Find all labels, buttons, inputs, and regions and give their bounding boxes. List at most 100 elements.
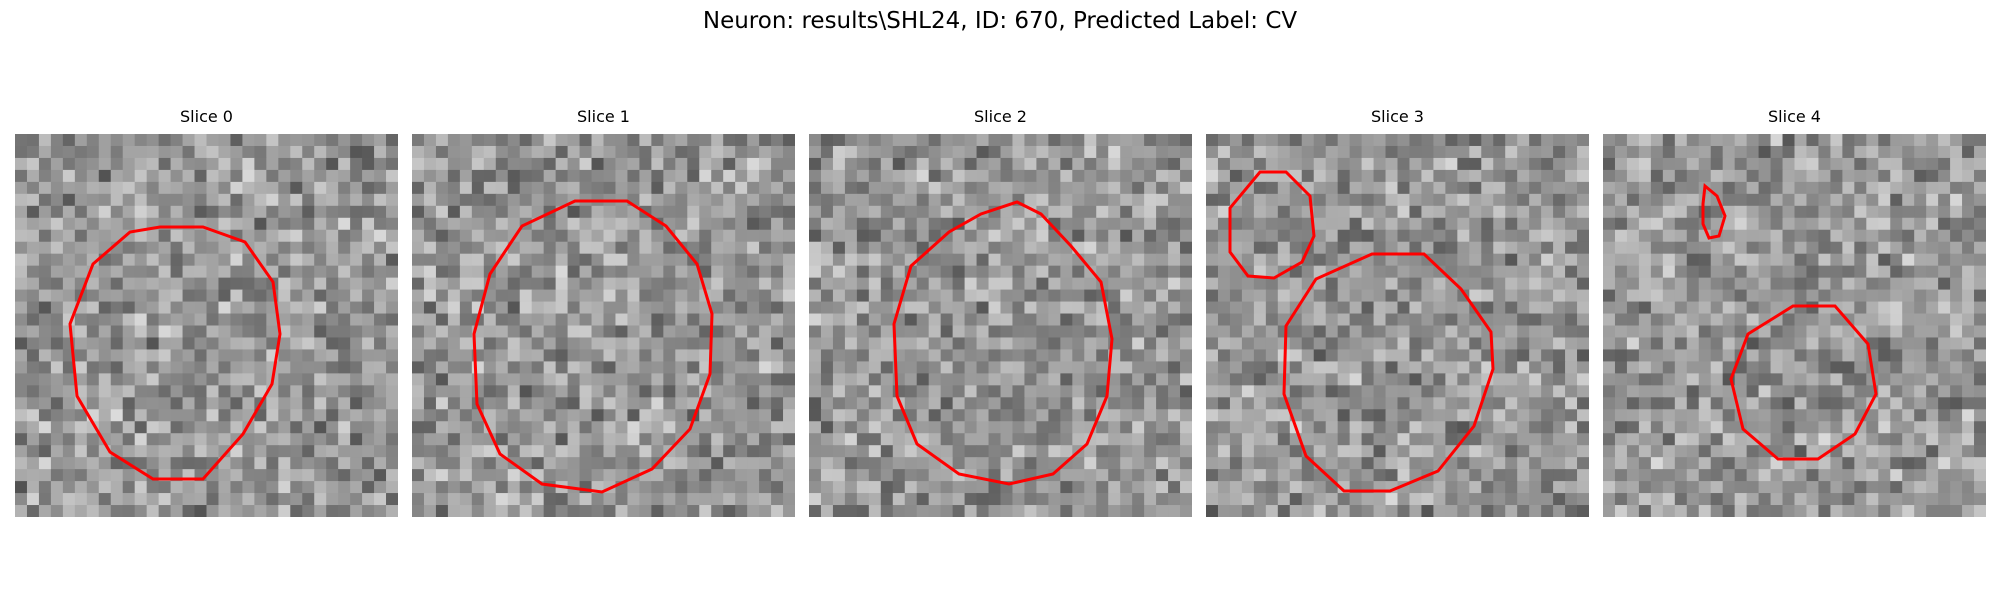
pixel	[1012, 325, 1026, 339]
pixel	[940, 397, 954, 410]
pixel	[1108, 134, 1121, 147]
pixel	[1132, 421, 1145, 434]
pixel	[1950, 134, 1963, 147]
pixel	[1229, 145, 1243, 159]
pixel	[809, 193, 822, 207]
pixel	[651, 469, 664, 482]
pixel	[627, 457, 641, 470]
pixel	[146, 289, 160, 303]
pixel	[1710, 181, 1724, 195]
pixel	[1397, 325, 1411, 339]
pixel	[1180, 301, 1192, 315]
pixel	[1603, 325, 1616, 339]
pixel	[483, 157, 497, 171]
pixel	[1529, 277, 1542, 291]
pixel	[1493, 421, 1506, 434]
pixel	[1614, 361, 1628, 374]
pixel	[1048, 349, 1061, 363]
pixel	[940, 445, 954, 458]
pixel	[278, 445, 291, 458]
pixel	[1638, 205, 1652, 219]
pixel	[1132, 385, 1145, 398]
pixel	[928, 205, 942, 219]
pixel	[1229, 397, 1243, 410]
pixel	[1734, 193, 1748, 207]
pixel	[1674, 313, 1688, 327]
pixel	[1206, 445, 1219, 458]
pixel	[1313, 241, 1327, 255]
pixel	[1072, 325, 1085, 339]
pixel	[1469, 277, 1482, 291]
pixel	[1253, 385, 1267, 398]
pixel	[735, 481, 748, 494]
pixel	[1265, 481, 1279, 494]
pixel	[543, 134, 557, 147]
pixel	[519, 325, 533, 339]
pixel	[1734, 433, 1748, 446]
pixel	[711, 337, 724, 351]
pixel	[447, 457, 461, 470]
pixel	[687, 493, 700, 506]
pixel	[892, 385, 906, 398]
pixel	[651, 421, 664, 434]
pixel	[1698, 445, 1712, 458]
pixel	[1902, 157, 1915, 171]
pixel	[1698, 349, 1712, 363]
pixel	[1433, 205, 1446, 219]
pixel	[699, 241, 712, 255]
pixel	[543, 457, 557, 470]
pixel	[1842, 241, 1855, 255]
pixel	[1830, 169, 1843, 183]
pixel	[278, 289, 291, 303]
pixel	[1206, 181, 1219, 195]
pixel	[1962, 445, 1975, 458]
pixel	[1698, 385, 1712, 398]
pixel	[26, 229, 40, 243]
pixel	[519, 313, 533, 327]
pixel	[1313, 157, 1327, 171]
pixel	[1397, 493, 1411, 506]
pixel	[146, 373, 160, 386]
pixel	[1758, 134, 1772, 147]
pixel	[1156, 457, 1169, 470]
pixel	[38, 469, 52, 482]
pixel	[1854, 145, 1867, 159]
pixel	[218, 445, 232, 458]
pixel	[1385, 289, 1399, 303]
pixel	[1866, 169, 1879, 183]
pixel	[543, 361, 557, 374]
pixel	[447, 265, 461, 279]
pixel	[170, 409, 184, 422]
pixel	[531, 433, 545, 446]
pixel	[374, 337, 387, 351]
pixel	[1108, 301, 1121, 315]
pixel	[639, 385, 652, 398]
pixel	[350, 193, 363, 207]
pixel	[1120, 289, 1133, 303]
pixel	[1638, 289, 1652, 303]
pixel	[856, 409, 870, 422]
pixel	[1565, 445, 1578, 458]
pixel	[988, 313, 1002, 327]
pixel	[675, 481, 688, 494]
pixel	[1746, 373, 1760, 386]
pixel	[1108, 181, 1121, 195]
pixel	[1373, 469, 1387, 482]
pixel	[1385, 445, 1399, 458]
pixel	[1168, 361, 1181, 374]
pixel	[543, 253, 557, 267]
pixel	[1782, 445, 1796, 458]
pixel	[1577, 241, 1589, 255]
pixel	[1674, 325, 1688, 339]
pixel	[1229, 469, 1243, 482]
pixel	[1108, 397, 1121, 410]
pixel	[1902, 134, 1915, 147]
pixel	[242, 253, 255, 267]
pixel	[134, 397, 148, 410]
pixel	[1662, 301, 1676, 315]
pixel	[110, 469, 124, 482]
pixel	[1782, 277, 1796, 291]
pixel	[543, 277, 557, 291]
pixel	[1974, 337, 1986, 351]
pixel	[1638, 134, 1652, 147]
